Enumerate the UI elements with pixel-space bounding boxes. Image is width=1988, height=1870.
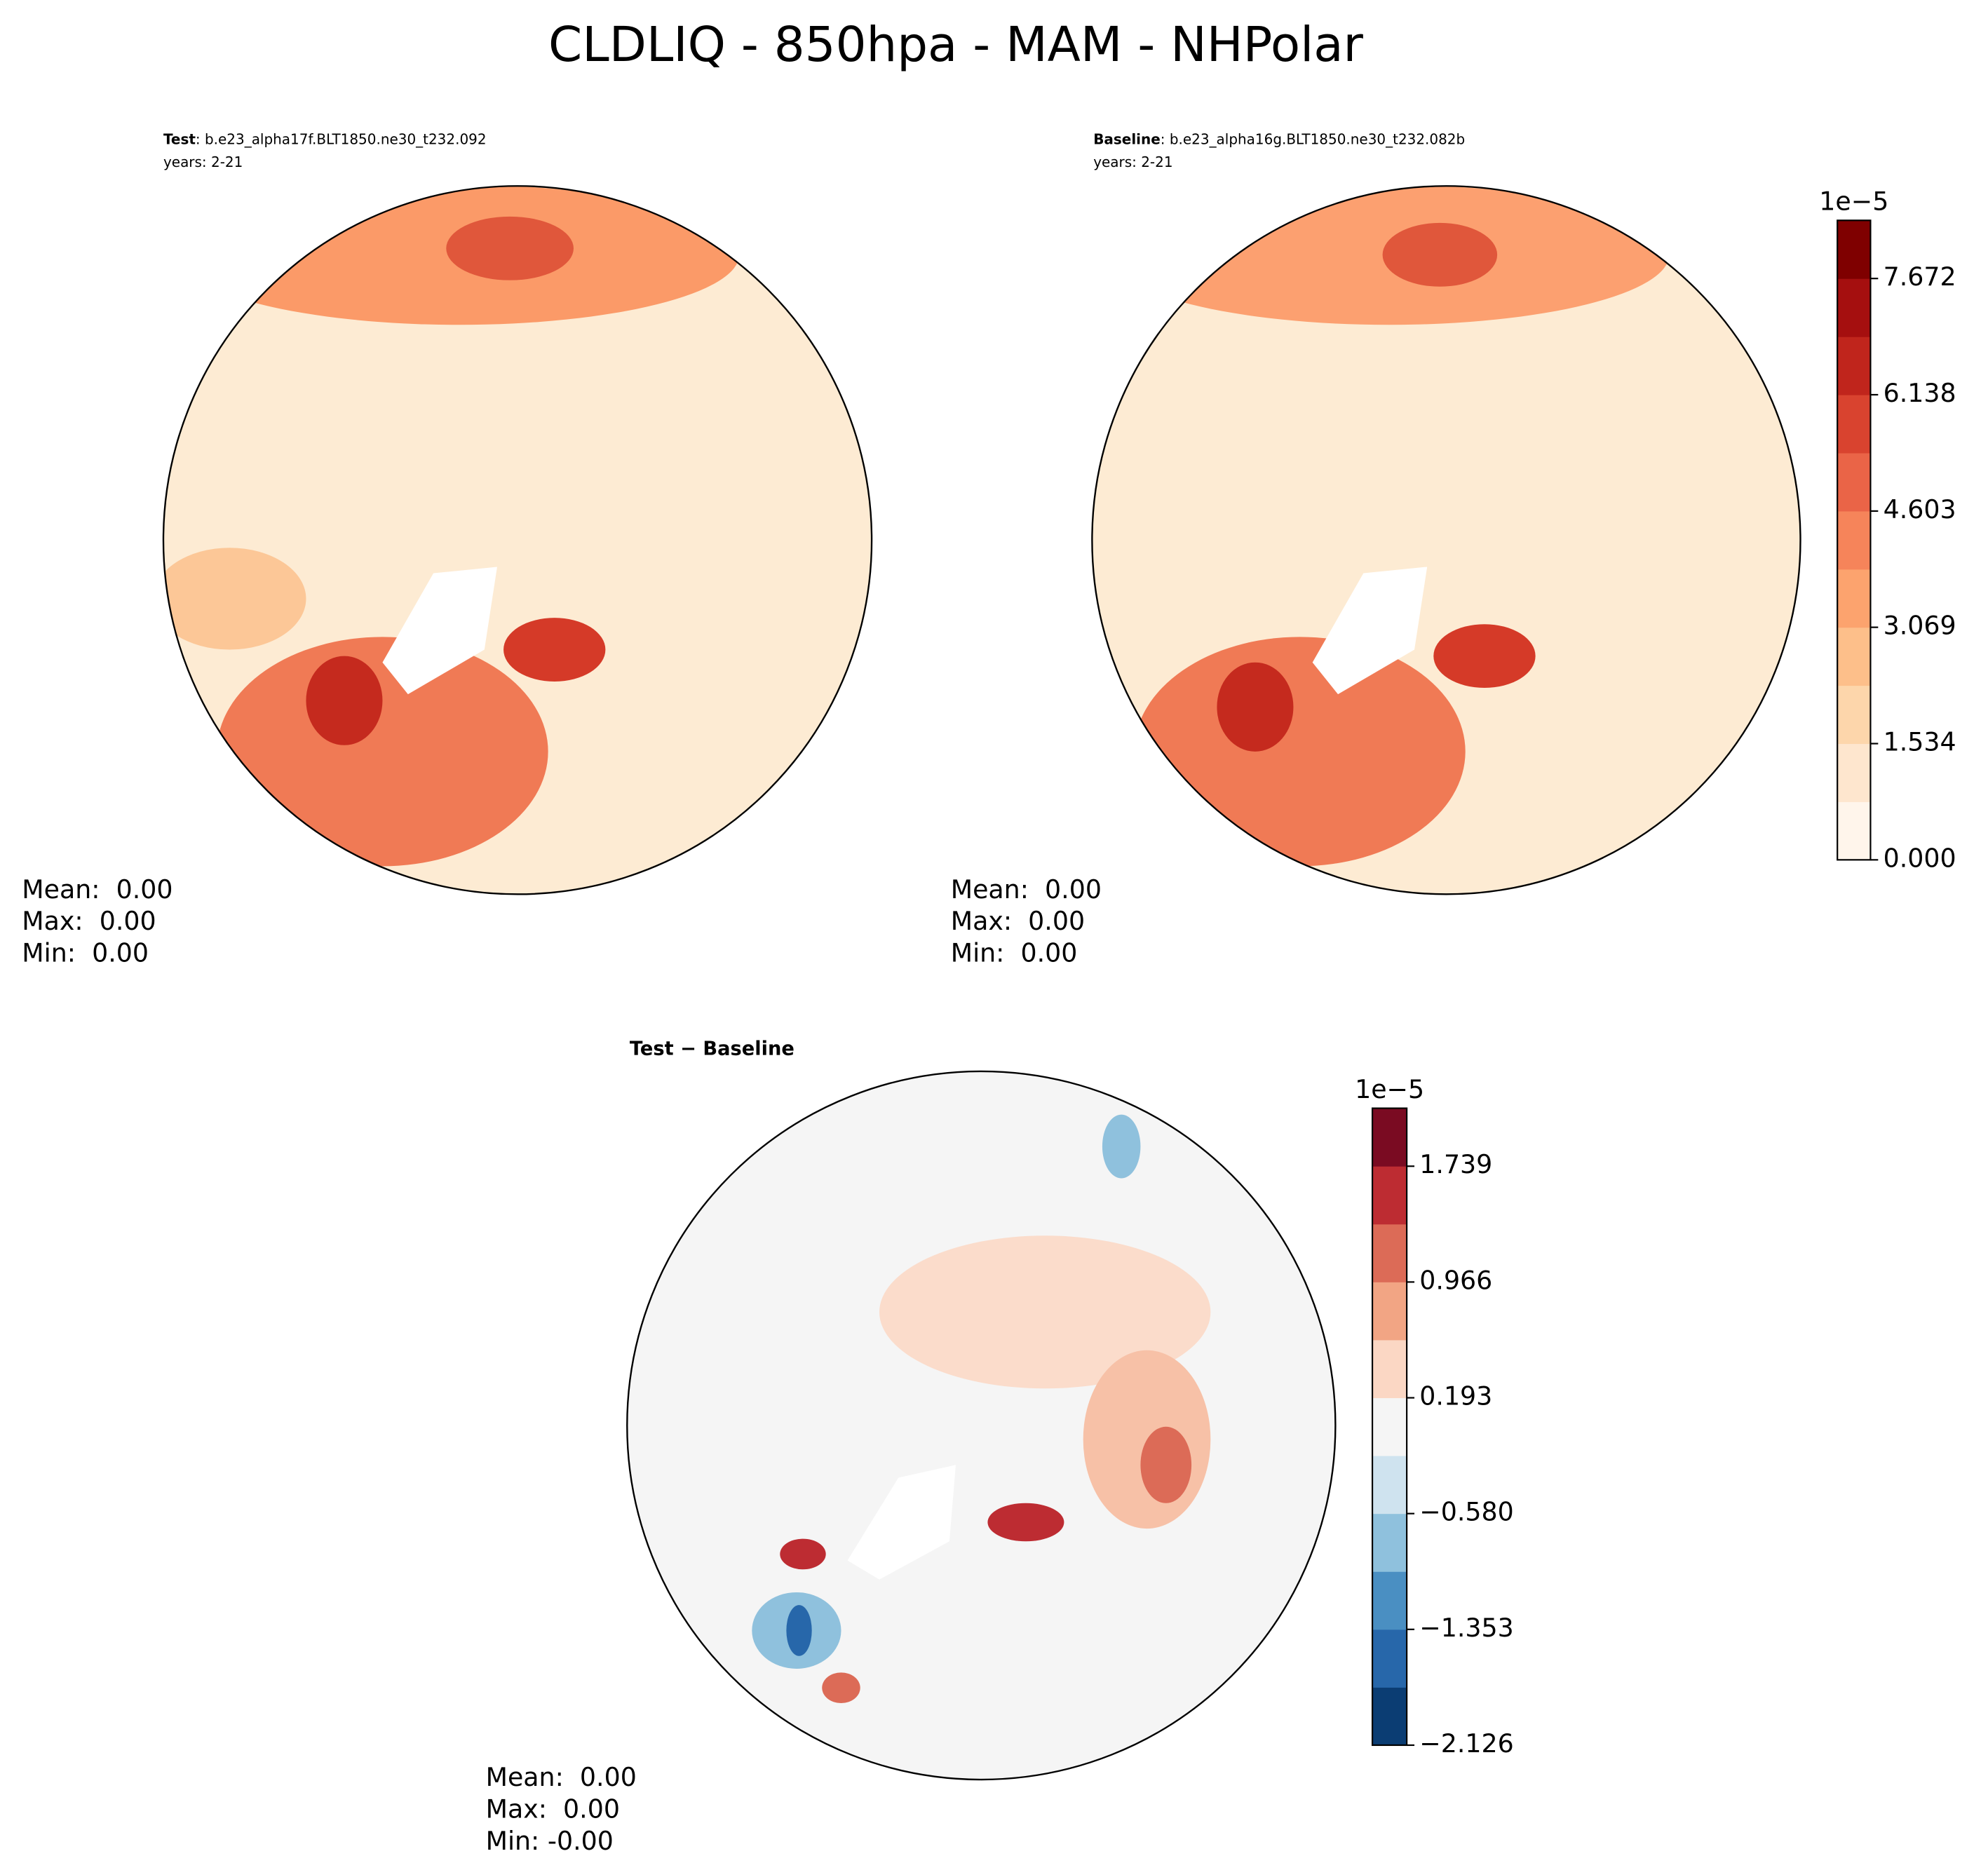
colorbar-band xyxy=(1372,1571,1407,1630)
panel-label: Test xyxy=(163,130,196,147)
stat-text: Min: -0.00 xyxy=(486,1826,614,1856)
colorbar-band xyxy=(1837,627,1871,686)
colorbar-band xyxy=(1372,1687,1407,1746)
colorbar-band xyxy=(1372,1282,1407,1341)
colorbar-band xyxy=(1372,1108,1407,1167)
colorbar-band xyxy=(1372,1397,1407,1456)
colorbar-band xyxy=(1837,452,1871,512)
colorbar-tick-label: 4.603 xyxy=(1884,494,1956,524)
map-boundary xyxy=(162,185,873,895)
panel-header: Test: b.e23_alpha17f.BLT1850.ne30_t232.0… xyxy=(163,130,487,147)
map-field xyxy=(1092,186,1801,895)
panel-label: Baseline xyxy=(1093,130,1161,147)
colorbar-tick-label: −0.580 xyxy=(1419,1497,1513,1527)
colorbar-band xyxy=(1372,1629,1407,1688)
case-name: : b.e23_alpha17f.BLT1850.ne30_t232.092 xyxy=(196,130,487,147)
years: years: 2-21 xyxy=(1093,154,1172,170)
panel-header: Baseline: b.e23_alpha16g.BLT1850.ne30_t2… xyxy=(1093,130,1465,147)
colorbar-tick-label: 0.966 xyxy=(1419,1265,1492,1295)
colorbar-band xyxy=(1837,510,1871,570)
colorbar-band xyxy=(1837,801,1871,860)
map-boundary xyxy=(1091,185,1801,895)
colorbar-band xyxy=(1837,220,1871,279)
map-field xyxy=(627,1071,1336,1780)
stat-text: Mean: 0.00 xyxy=(951,874,1102,904)
colorbar-tick-label: 0.000 xyxy=(1884,843,1956,873)
colorbar-frame xyxy=(1837,219,1872,861)
colorbar-tick-label: 1.534 xyxy=(1884,727,1956,757)
colorbar-tick-label: 0.193 xyxy=(1419,1381,1492,1411)
colorbar-band xyxy=(1372,1224,1407,1282)
colorbar-band xyxy=(1372,1339,1407,1399)
colorbar-band xyxy=(1837,569,1871,628)
stat-text: Min: 0.00 xyxy=(951,938,1078,968)
colorbar-tick-label: 1.739 xyxy=(1419,1149,1492,1179)
colorbar-scale-label: 1e−5 xyxy=(1819,187,1888,217)
stat-text: Max: 0.00 xyxy=(951,906,1085,936)
colorbar-band xyxy=(1372,1513,1407,1572)
colorbar-band xyxy=(1837,395,1871,454)
colorbar-band xyxy=(1837,743,1871,802)
stat-text: Min: 0.00 xyxy=(22,938,149,968)
years: years: 2-21 xyxy=(163,154,243,170)
colorbar-band xyxy=(1372,1166,1407,1225)
colorbar-band xyxy=(1837,685,1871,745)
colorbar-band xyxy=(1837,337,1871,395)
figure-title: CLDLIQ - 850hpa - MAM - NHPolar xyxy=(548,17,1364,73)
stat-text: Max: 0.00 xyxy=(486,1794,620,1824)
colorbar-frame xyxy=(1371,1107,1408,1747)
colorbar-tick-label: 6.138 xyxy=(1884,378,1956,408)
colorbar-tick-label: −2.126 xyxy=(1419,1728,1513,1759)
colorbar-tick-label: 3.069 xyxy=(1884,611,1956,641)
colorbar-tick-label: −1.353 xyxy=(1419,1613,1513,1643)
colorbar-scale-label: 1e−5 xyxy=(1355,1074,1424,1104)
map-field xyxy=(163,186,872,895)
stat-text: Mean: 0.00 xyxy=(22,874,173,904)
colorbar-band xyxy=(1372,1456,1407,1515)
map-boundary xyxy=(626,1070,1337,1781)
colorbar-band xyxy=(1837,278,1871,337)
case-name: : b.e23_alpha16g.BLT1850.ne30_t232.082b xyxy=(1161,130,1465,147)
stat-text: Max: 0.00 xyxy=(22,906,156,936)
colorbar-tick-label: 7.672 xyxy=(1884,262,1956,292)
panel-title: Test − Baseline xyxy=(630,1038,794,1059)
stat-text: Mean: 0.00 xyxy=(486,1762,637,1792)
